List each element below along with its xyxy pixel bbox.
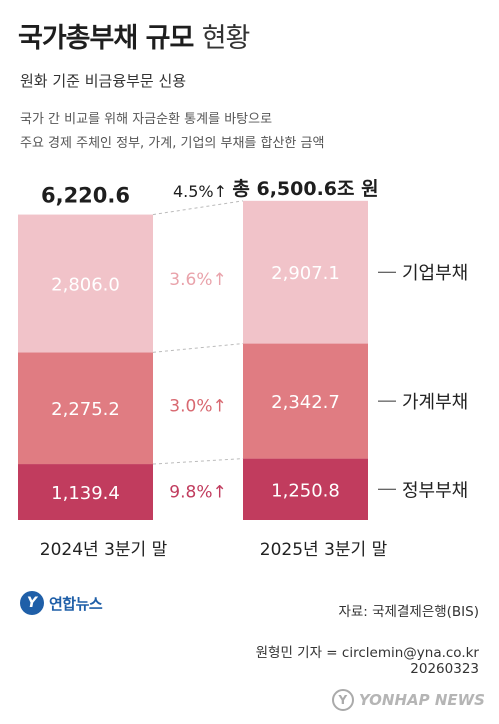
growth-label: 3.6%↑ [169, 270, 226, 290]
yonhap-news-logo: Y YONHAP NEWS [331, 689, 485, 711]
bar-segment [243, 458, 368, 520]
category-label: 2024년 3분기 말 [40, 540, 168, 560]
credit-text: 원형민 기자 = circlemin@yna.co.kr [255, 645, 479, 661]
legend-label: 기업부채 [402, 263, 468, 284]
connector-line [152, 200, 244, 216]
data-label: 2,806.0 [51, 274, 120, 295]
title-main: 국가총부채 규모 [18, 23, 194, 54]
connector-line [152, 343, 244, 353]
source-text: 자료: 국제결제은행(BIS) [338, 604, 479, 620]
total-label: 총 6,500.6조 원 [232, 178, 378, 200]
total-label: 6,220.6 [41, 184, 130, 208]
legend-label: 정부부채 [402, 480, 468, 501]
bar-segment [18, 352, 153, 465]
growth-label: 9.8%↑ [169, 483, 226, 503]
bar-segment [18, 464, 153, 520]
total-growth-label: 4.5%↑ [173, 182, 227, 201]
yonhap-watermark-icon: Y [331, 689, 354, 711]
legend-label: 가계부채 [402, 392, 468, 413]
bar-segment [18, 214, 153, 353]
bar-segment [243, 200, 368, 344]
yonhap-news-logo-text: YONHAP NEWS [358, 691, 485, 709]
data-label: 2,342.7 [271, 392, 340, 413]
yonhap-mark-icon: Y [20, 591, 44, 615]
data-label: 1,250.8 [271, 480, 340, 501]
date-text: 20260323 [410, 661, 479, 677]
growth-label: 3.0%↑ [169, 397, 226, 417]
yonhap-logo-text: 연합뉴스 [49, 594, 103, 613]
yonhap-logo: Y 연합뉴스 [20, 591, 103, 615]
title-light: 현황 [201, 23, 251, 54]
connector-line [152, 458, 244, 465]
page-title: 국가총부채 규모 현황 [18, 16, 251, 55]
data-label: 1,139.4 [51, 483, 120, 504]
note-line-2: 주요 경제 주체인 정부, 가계, 기업의 부채를 합산한 금액 [20, 136, 325, 151]
data-label: 2,275.2 [51, 399, 120, 420]
data-label: 2,907.1 [271, 263, 340, 284]
stacked-bar-chart: 1,139.4 2,275.2 2,806.0 1,250.8 2,342.7 2,907… [18, 178, 468, 560]
category-label: 2025년 3분기 말 [260, 540, 388, 560]
note-line-1: 국가 간 비교를 위해 자금순환 통계를 바탕으로 [20, 112, 273, 127]
bar-segment [243, 343, 368, 459]
subtitle: 원화 기준 비금융부문 신용 [20, 72, 187, 90]
